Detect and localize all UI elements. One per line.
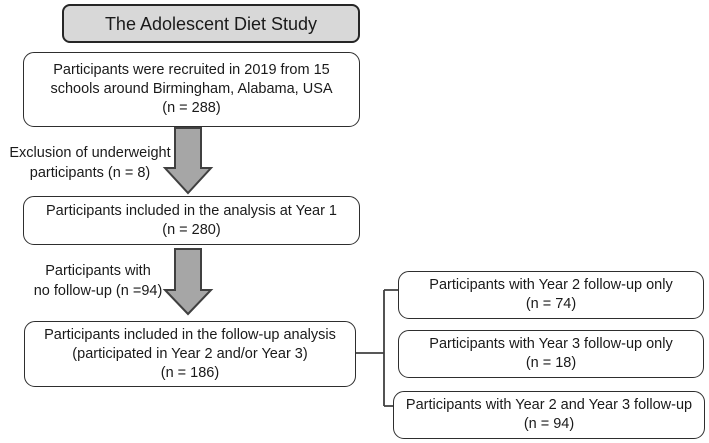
exclusion-label-line: Exclusion of underweight — [9, 145, 171, 161]
box-year1-line: (n = 280) — [162, 221, 221, 238]
box-year2-and-year3: Participants with Year 2 and Year 3 foll… — [393, 391, 705, 439]
no-followup-label-line: no follow-up (n =94) — [33, 283, 163, 299]
box-year3-only-line: (n = 18) — [525, 355, 577, 371]
box-year1-line: Participants included in the analysis at… — [46, 202, 337, 219]
box-recruited-line: schools around Birmingham, Alabama, USA — [50, 81, 333, 97]
down-arrow-icon — [162, 248, 214, 316]
box-year2-only: Participants with Year 2 follow-up only … — [398, 271, 704, 319]
box-recruited-line: Participants were recruited in 2019 from… — [53, 62, 330, 78]
box-year2-only-line: Participants with Year 2 follow-up only — [429, 277, 673, 293]
box-followup-line: (participated in Year 2 and/or Year 3) — [72, 345, 308, 362]
title-text: The Adolescent Diet Study — [104, 13, 318, 34]
box-followup-line: (n = 186) — [160, 364, 220, 381]
box-year2-and-year3-line: Participants with Year 2 and Year 3 foll… — [405, 397, 693, 413]
exclusion-label-line: participants (n = 8) — [29, 165, 151, 181]
box-year3-only: Participants with Year 3 follow-up only … — [398, 330, 704, 378]
box-year1-analysis: Participants included in the analysis at… — [23, 196, 360, 245]
box-followup-analysis: Participants included in the follow-up a… — [24, 321, 356, 387]
no-followup-label-line: Participants with — [45, 263, 151, 279]
no-followup-label: Participants with no follow-up (n =94) — [18, 261, 178, 301]
bracket-connector — [356, 289, 398, 407]
down-arrow-icon — [162, 127, 214, 195]
exclusion-label: Exclusion of underweight participants (n… — [0, 143, 180, 183]
box-recruited: Participants were recruited in 2019 from… — [23, 52, 360, 127]
box-followup-line: Participants included in the follow-up a… — [44, 326, 336, 343]
box-recruited-line: (n = 288) — [162, 100, 221, 116]
title-box: The Adolescent Diet Study — [62, 4, 360, 43]
box-year2-only-line: (n = 74) — [525, 296, 577, 312]
box-year3-only-line: Participants with Year 3 follow-up only — [429, 336, 673, 352]
box-year2-and-year3-line: (n = 94) — [523, 416, 575, 432]
